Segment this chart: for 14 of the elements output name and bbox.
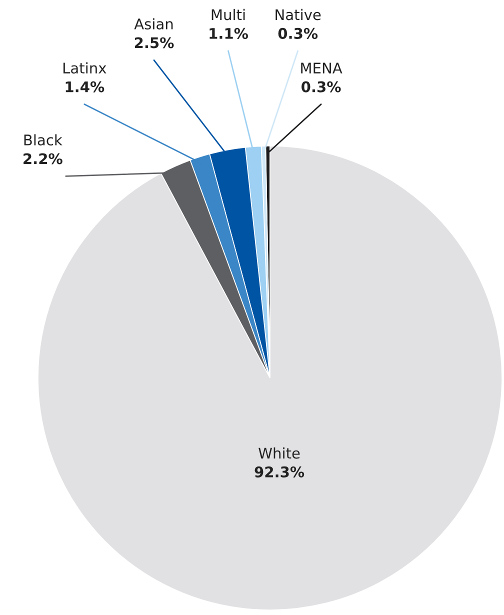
data-label: 0.3%	[302, 81, 341, 92]
data-label: 0.3%	[278, 28, 318, 39]
slice-label: Multi	[212, 8, 245, 20]
data-label: 92.3%	[254, 466, 304, 478]
slice-label: Asian	[134, 18, 173, 30]
slice-label: Latinx	[63, 62, 106, 74]
slice-label: Native	[276, 8, 321, 20]
data-label: 2.2%	[24, 153, 62, 164]
data-label: 1.4%	[66, 81, 104, 92]
slice-label: MENA	[301, 62, 342, 74]
slice-label: Black	[24, 134, 62, 146]
data-label: 2.5%	[134, 37, 174, 48]
data-label: 1.1%	[210, 28, 248, 39]
slice-label: White	[258, 447, 300, 459]
